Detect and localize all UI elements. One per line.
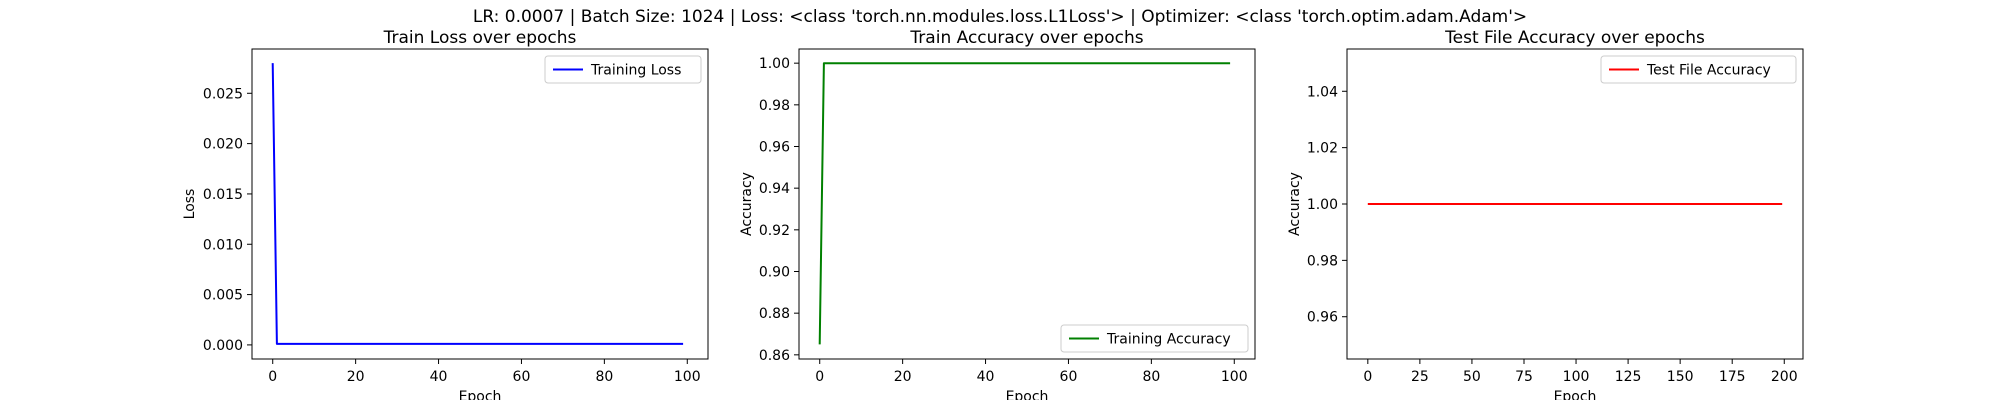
x-tick-label: 0 xyxy=(1363,369,1372,385)
chart-panel-1: Train Loss over epochs 0 20 40 60 80 100 0.000 0… xyxy=(182,28,709,404)
y-tick-label: 1.02 xyxy=(1307,141,1338,157)
x-tick-label: 100 xyxy=(1221,369,1248,385)
y-tick-label: 0.90 xyxy=(759,265,790,281)
series-line-1 xyxy=(818,62,1231,345)
x-tick-label: 60 xyxy=(513,369,531,385)
legend-box xyxy=(1060,324,1249,353)
x-tick-label: 175 xyxy=(1719,369,1746,385)
y-tick-label: 0.98 xyxy=(759,98,790,114)
y-tick-label: 0.88 xyxy=(759,306,790,322)
plot-frame xyxy=(1346,48,1804,360)
legend: Training Loss xyxy=(544,55,702,84)
y-tick-label: 0.98 xyxy=(1307,253,1338,269)
x-tick-label: 50 xyxy=(1463,369,1481,385)
x-tick-label: 100 xyxy=(674,369,701,385)
x-axis-label: Epoch xyxy=(1006,389,1049,400)
y-tick-label: 1.00 xyxy=(1307,197,1338,213)
x-tick-label: 40 xyxy=(977,369,995,385)
chart-panel-3: Test File Accuracy over epochs 0 25 50 75 100… xyxy=(1287,28,1804,404)
chart-panel-2: Train Accuracy over epochs 0 20 40 60 80 100 0.… xyxy=(739,28,1256,404)
x-tick-label: 0 xyxy=(815,369,824,385)
x-axis-label: Epoch xyxy=(459,389,502,400)
x-tick-label: 80 xyxy=(1142,369,1160,385)
y-tick-label: 0.96 xyxy=(1307,310,1338,326)
y-tick-label: 0.96 xyxy=(759,140,790,156)
chart-title: Test File Accuracy over epochs xyxy=(1444,28,1705,48)
y-tick-label: 0.94 xyxy=(759,181,790,197)
legend: Test File Accuracy xyxy=(1600,55,1797,84)
legend-box xyxy=(544,55,702,84)
y-tick-label: 0.86 xyxy=(759,348,790,364)
legend: Training Accuracy xyxy=(1060,324,1249,353)
y-axis-label: Loss xyxy=(182,189,198,220)
y-tick-label: 0.015 xyxy=(203,187,243,203)
legend-label: Test File Accuracy xyxy=(1646,63,1771,79)
x-tick-label: 150 xyxy=(1667,369,1694,385)
y-axis-label: Accuracy xyxy=(1287,172,1303,236)
series-line-1 xyxy=(271,63,684,345)
x-tick-label: 60 xyxy=(1060,369,1078,385)
x-tick-label: 0 xyxy=(268,369,277,385)
figure-suptitle: LR: 0.0007 | Batch Size: 1024 | Loss: <c… xyxy=(473,7,1527,27)
y-tick-label: 0.020 xyxy=(203,137,243,153)
legend-label: Training Accuracy xyxy=(1106,332,1231,348)
y-tick-label: 1.00 xyxy=(759,56,790,72)
x-tick-label: 40 xyxy=(430,369,448,385)
x-tick-label: 75 xyxy=(1515,369,1533,385)
x-tick-label: 20 xyxy=(347,369,365,385)
x-tick-label: 20 xyxy=(894,369,912,385)
y-tick-label: 0.025 xyxy=(203,86,243,102)
chart-title: Train Accuracy over epochs xyxy=(909,28,1143,48)
legend-label: Training Loss xyxy=(590,63,681,79)
chart-title: Train Loss over epochs xyxy=(383,28,577,48)
y-tick-label: 0.005 xyxy=(203,288,243,304)
x-tick-label: 100 xyxy=(1563,369,1590,385)
plot-frame xyxy=(798,48,1256,360)
x-tick-label: 25 xyxy=(1411,369,1429,385)
y-tick-label: 0.92 xyxy=(759,223,790,239)
legend-box xyxy=(1600,55,1797,84)
plot-frame xyxy=(251,48,709,360)
y-tick-label: 0.000 xyxy=(203,338,243,354)
x-tick-label: 200 xyxy=(1771,369,1798,385)
x-axis-label: Epoch xyxy=(1554,389,1597,400)
y-tick-label: 0.010 xyxy=(203,237,243,253)
y-tick-label: 1.04 xyxy=(1307,84,1338,100)
x-tick-label: 80 xyxy=(595,369,613,385)
x-tick-label: 125 xyxy=(1615,369,1642,385)
y-axis-label: Accuracy xyxy=(739,172,755,236)
